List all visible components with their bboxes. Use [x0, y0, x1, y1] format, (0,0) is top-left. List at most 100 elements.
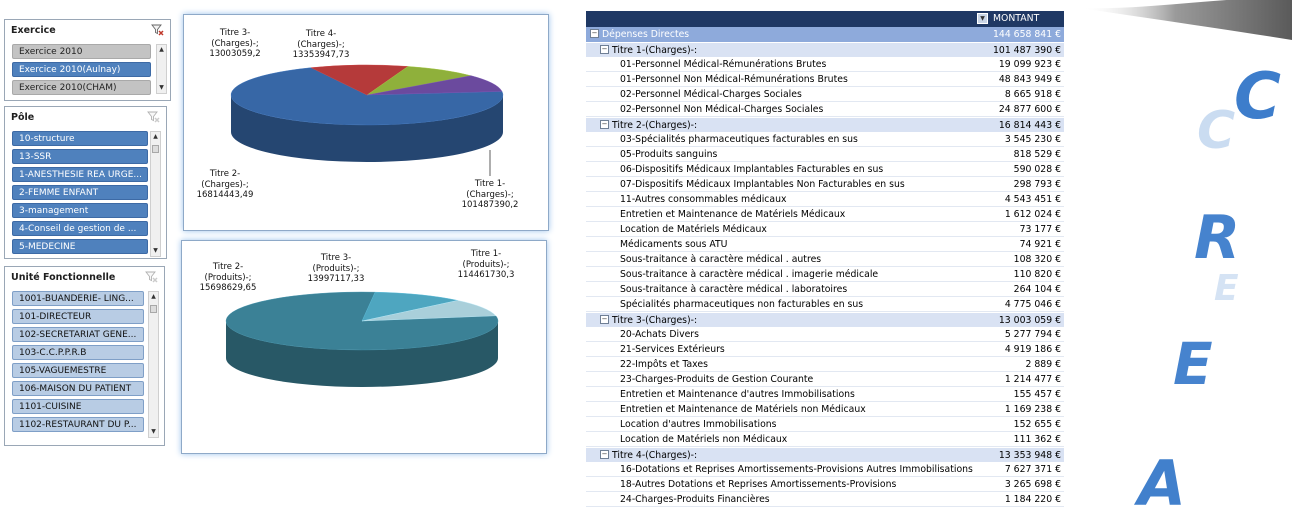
pivot-detail-row-value: 1 169 238 € [1004, 404, 1061, 415]
slicer-item[interactable]: 10-structure [12, 131, 148, 146]
pivot-detail-row-value: 108 320 € [1013, 254, 1061, 265]
pivot-detail-row-label: 16-Dotations et Reprises Amortissements-… [620, 464, 973, 475]
slicer-item[interactable]: 3-management [12, 203, 148, 218]
pivot-detail-row-label-cell: Spécialités pharmaceutiques non facturab… [620, 297, 863, 312]
slicer-item[interactable]: Exercice 2010 [12, 44, 151, 59]
chart-label-line: 13353947,73 [292, 50, 350, 60]
slicer-item[interactable]: 105-VAGUEMESTRE [12, 363, 144, 378]
slicer-item[interactable]: 13-SSR [12, 149, 148, 164]
slicer-unite-scrollbar[interactable]: ▲ ▼ [148, 291, 159, 438]
pivot-detail-row-label: 20-Achats Divers [620, 329, 699, 340]
pivot-detail-row-label-cell: 24-Charges-Produits Financières [620, 492, 770, 507]
pivot-detail-row: Médicaments sous ATU 74 921 € [586, 237, 1064, 252]
scroll-down-icon[interactable]: ▼ [159, 84, 164, 91]
pivot-grand-total-row[interactable]: − Dépenses Directes 144 658 841 € [586, 27, 1064, 42]
pivot-detail-row: 01-Personnel Non Médical-Rémunérations B… [586, 72, 1064, 87]
pivot-detail-row-value: 3 545 230 € [1004, 134, 1061, 145]
scroll-down-icon[interactable]: ▼ [153, 247, 158, 254]
pivot-detail-row-value: 4 775 046 € [1004, 299, 1061, 310]
pie-slice [361, 291, 458, 322]
scroll-up-icon[interactable]: ▲ [159, 46, 164, 53]
chart-label-line: (Produits)-; [462, 259, 510, 270]
clear-filter-icon[interactable] [147, 110, 160, 123]
pivot-detail-row-label-cell: 07-Dispositifs Médicaux Implantables Non… [620, 177, 905, 192]
pivot-detail-row-label-cell: 23-Charges-Produits de Gestion Courante [620, 372, 813, 387]
pivot-group-row-value: 13 003 059 € [998, 315, 1061, 326]
pivot-detail-row: Sous-traitance à caractère médical . aut… [586, 252, 1064, 267]
pivot-detail-row: Sous-traitance à caractère médical . ima… [586, 267, 1064, 282]
chart-label-t3: Titre 3- (Charges)-; 13003059,2 [208, 28, 262, 60]
pivot-group-row[interactable]: − Titre 3-(Charges)-: 13 003 059 € [586, 312, 1064, 327]
slicer-item[interactable]: 1001-BUANDERIE- LING... [12, 291, 144, 306]
slicer-exercice-list: Exercice 2010 Exercice 2010(Aulnay) Exerci… [12, 44, 151, 98]
chart-label-line: (Produits)-; [312, 263, 360, 274]
pie-chart-produits[interactable]: Titre 2- (Produits)-; 15698629,65 Titre … [181, 240, 547, 454]
pivot-detail-row: 20-Achats Divers 5 277 794 € [586, 327, 1064, 342]
collapse-icon[interactable]: − [600, 45, 609, 54]
pivot-detail-row-label: Location de Matériels non Médicaux [620, 434, 788, 445]
pivot-detail-row-label-cell: 20-Achats Divers [620, 327, 699, 342]
pivot-detail-row: Entretien et Maintenance de Matériels Mé… [586, 207, 1064, 222]
pivot-detail-row-label: Sous-traitance à caractère médical . ima… [620, 269, 879, 280]
collapse-icon[interactable]: − [600, 315, 609, 324]
scroll-up-icon[interactable]: ▲ [151, 293, 156, 300]
pie-chart-charges[interactable]: Titre 3- (Charges)-; 13003059,2 Titre 4-… [183, 14, 549, 231]
slicer-item[interactable]: 101-DIRECTEUR [12, 309, 144, 324]
scroll-up-icon[interactable]: ▲ [153, 133, 158, 140]
slicer-item[interactable]: 1101-CUISINE [12, 399, 144, 414]
chart-label-line: (Produits)-; [204, 272, 252, 283]
pivot-group-row[interactable]: − Titre 2-(Charges)-: 16 814 443 € [586, 117, 1064, 132]
slicer-item[interactable]: 106-MAISON DU PATIENT [12, 381, 144, 396]
pivot-detail-row-value: 155 457 € [1013, 389, 1061, 400]
chart-label-line: 101487390,2 [461, 200, 519, 210]
chart-label-t4: Titre 4- (Charges)-; 13353947,73 [291, 29, 351, 61]
slicer-pole-scrollbar[interactable]: ▲ ▼ [150, 131, 161, 257]
slicer-unite-title: Unité Fonctionnelle [11, 272, 116, 283]
chart-label-t3: Titre 3- (Produits)-; 13997117,33 [305, 253, 367, 285]
pivot-detail-row: Location de Matériels Médicaux 73 177 € [586, 222, 1064, 237]
pivot-detail-row: Location de Matériels non Médicaux 111 36… [586, 432, 1064, 447]
slicer-item[interactable]: Exercice 2010(CHAM) [12, 80, 151, 95]
slicer-item[interactable]: 1-ANESTHESIE REA URGE... [12, 167, 148, 182]
watermark-letter: A [1133, 447, 1186, 509]
watermark-letter: C [1234, 60, 1281, 134]
scroll-thumb[interactable] [152, 145, 159, 153]
pivot-detail-row-label: 06-Dispositifs Médicaux Implantables Fac… [620, 164, 884, 175]
pivot-detail-row: Entretien et Maintenance de Matériels no… [586, 402, 1064, 417]
pivot-detail-row-label: 21-Services Extérieurs [620, 344, 725, 355]
pivot-group-row[interactable]: − Titre 4-(Charges)-: 13 353 948 € [586, 447, 1064, 462]
scroll-thumb[interactable] [150, 305, 157, 313]
pivot-detail-row-label-cell: 02-Personnel Non Médical-Charges Sociale… [620, 102, 823, 117]
pivot-detail-row-label-cell: 16-Dotations et Reprises Amortissements-… [620, 462, 973, 477]
pivot-detail-row: 01-Personnel Médical-Rémunérations Brute… [586, 57, 1064, 72]
slicer-item[interactable]: 1102-RESTAURANT DU P... [12, 417, 144, 432]
pivot-detail-row-value: 5 277 794 € [1004, 329, 1061, 340]
pivot-detail-row-value: 7 627 371 € [1004, 464, 1061, 475]
pivot-detail-row-label-cell: Médicaments sous ATU [620, 237, 728, 252]
slicer-item[interactable]: Exercice 2010(Aulnay) [12, 62, 151, 77]
pivot-detail-row-label: 11-Autres consommables médicaux [620, 194, 787, 205]
slicer-unite-fonctionnelle: Unité Fonctionnelle 1001-BUANDERIE- LING… [4, 266, 165, 446]
slicer-item[interactable]: 2-FEMME ENFANT [12, 185, 148, 200]
collapse-icon[interactable]: − [600, 120, 609, 129]
collapse-icon[interactable]: − [590, 29, 599, 38]
slicer-exercice-scrollbar[interactable]: ▲ ▼ [156, 44, 167, 94]
pivot-detail-row-label-cell: 06-Dispositifs Médicaux Implantables Fac… [620, 162, 883, 177]
dropdown-arrow-icon[interactable]: ▼ [977, 13, 988, 24]
clear-filter-icon[interactable] [145, 270, 158, 283]
slicer-item[interactable]: 4-Conseil de gestion de ... [12, 221, 148, 236]
clear-filter-icon[interactable] [151, 23, 164, 36]
pivot-detail-row-value: 298 793 € [1013, 179, 1061, 190]
collapse-icon[interactable]: − [600, 450, 609, 459]
pivot-detail-row-value: 48 843 949 € [998, 74, 1061, 85]
pivot-detail-row-label: 07-Dispositifs Médicaux Implantables Non… [620, 179, 905, 190]
scroll-down-icon[interactable]: ▼ [151, 428, 156, 435]
watermark-letter: E [1214, 268, 1239, 309]
slicer-item[interactable]: 103-C.C.P.P.R.B [12, 345, 144, 360]
pivot-detail-row-value: 264 104 € [1013, 284, 1061, 295]
slicer-item[interactable]: 102-SECRETARIAT GENE... [12, 327, 144, 342]
pivot-detail-row-label-cell: 01-Personnel Médical-Rémunérations Brute… [620, 57, 826, 72]
chart-label-line: Titre 3- [219, 28, 251, 38]
pivot-group-row[interactable]: − Titre 1-(Charges)-: 101 487 390 € [586, 42, 1064, 57]
slicer-item[interactable]: 5-MEDECINE [12, 239, 148, 254]
